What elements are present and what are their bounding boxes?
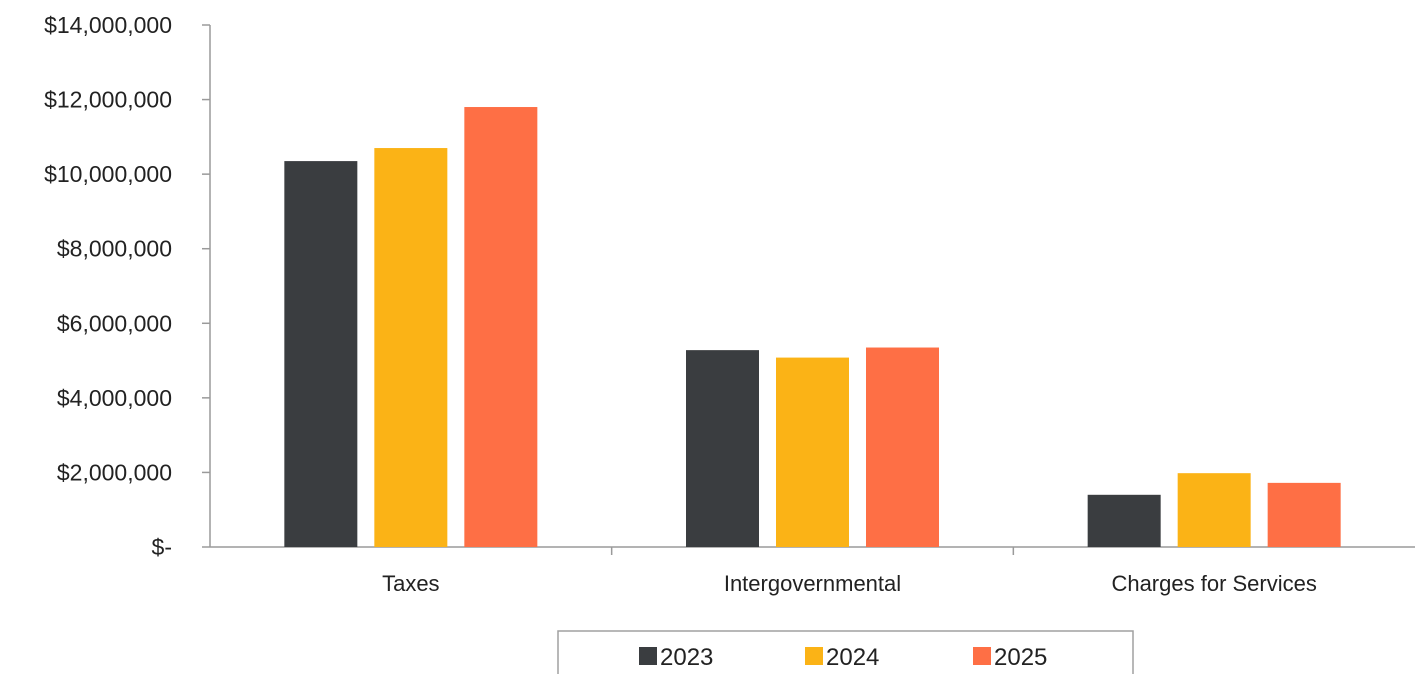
legend-label: 2023 [660,644,713,671]
y-tick-label: $2,000,000 [57,459,172,485]
bar [1267,482,1341,547]
legend-swatch [973,647,991,665]
y-tick-label: $14,000,000 [44,12,172,38]
bar [464,107,538,548]
category-label: Charges for Services [1111,571,1316,596]
bar [1177,473,1251,547]
y-tick-label: $12,000,000 [44,87,172,113]
bars [284,107,1341,548]
legend-box [557,630,1134,674]
y-tick-label: $- [152,534,172,560]
bar [776,357,849,547]
y-axis: $- $2,000,000 $4,000,000 $6,000,000 $8,000,0… [44,12,211,560]
bar [374,148,448,548]
bar [1087,494,1161,547]
legend-label: 2024 [826,644,879,671]
category-labels: Taxes Intergovernmental Charges for Servic… [382,571,1317,596]
bar [686,350,759,547]
legend-label: 2025 [994,644,1047,671]
category-label: Intergovernmental [724,571,901,596]
x-axis [210,546,1415,555]
bar [866,347,939,547]
y-tick-label: $10,000,000 [44,161,172,187]
category-label: Taxes [382,571,439,596]
y-tick-label: $8,000,000 [57,236,172,262]
legend-swatch [805,647,823,665]
y-tick-label: $4,000,000 [57,385,172,411]
bar [284,161,358,548]
legend-swatch [639,647,657,665]
legend: 2023 2024 2025 [557,630,1134,674]
y-tick-label: $6,000,000 [57,310,172,336]
